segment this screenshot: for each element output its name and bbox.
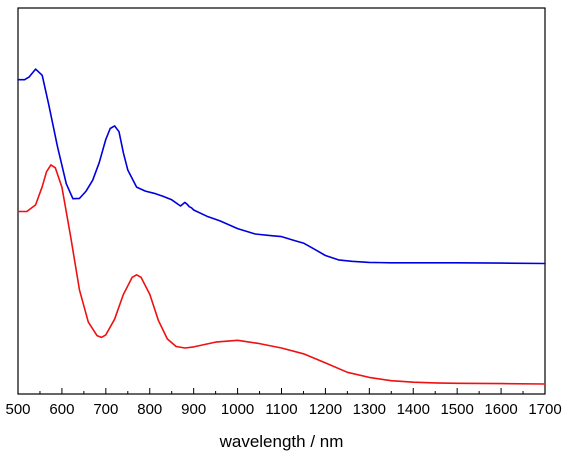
x-axis-ticks: 500 600 700 800 900 1000 1100 1200 1300 1400 1500 1… — [5, 388, 562, 418]
x-tick-label: 1600 — [484, 401, 517, 418]
x-tick-label: 500 — [5, 401, 30, 418]
x-tick-label: 1700 — [528, 401, 561, 418]
x-tick-label: 1400 — [397, 401, 430, 418]
x-tick-label: 600 — [49, 401, 74, 418]
x-tick-label: 1500 — [440, 401, 473, 418]
x-tick-label: 1200 — [309, 401, 342, 418]
series-line-1 — [17, 68, 546, 265]
series-line-2 — [17, 164, 546, 385]
x-tick-label: 800 — [137, 401, 162, 418]
series-layer — [17, 68, 546, 385]
x-tick-label: 1100 — [265, 401, 297, 418]
x-tick-label: 1000 — [221, 401, 254, 418]
x-tick-label: 900 — [181, 401, 206, 418]
x-tick-label: 1300 — [353, 401, 386, 418]
x-tick-label: 700 — [93, 401, 118, 418]
x-axis-title: wavelength / nm — [219, 432, 344, 451]
